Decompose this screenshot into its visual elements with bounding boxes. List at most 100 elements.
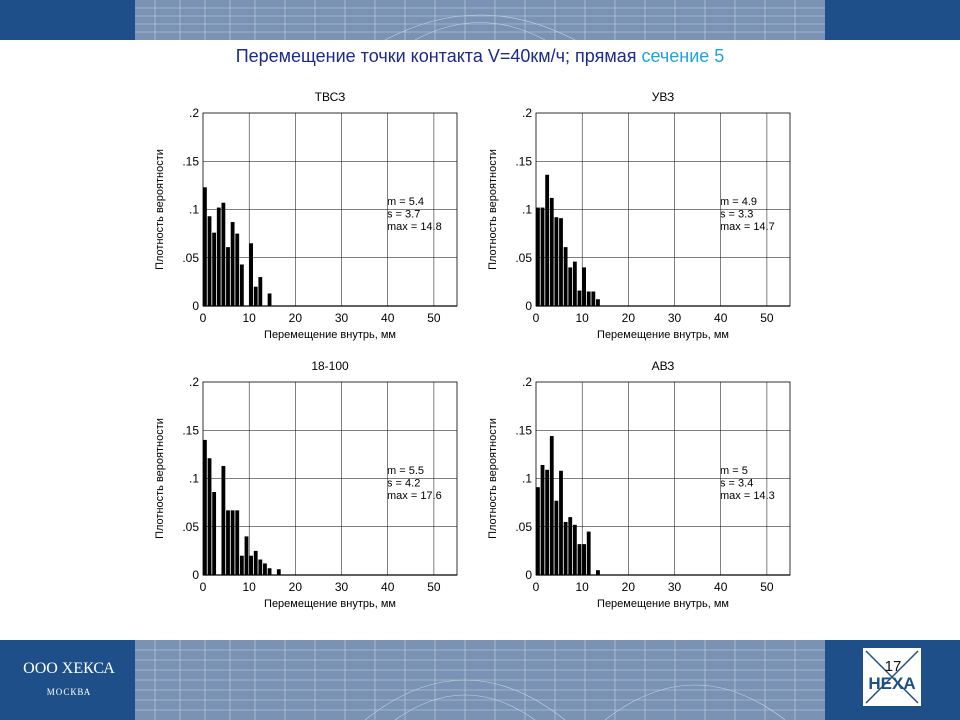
- stats-annotation: max = 14.8: [387, 221, 442, 233]
- stats-annotation: max = 14.7: [720, 221, 775, 233]
- x-tick-label: 20: [622, 580, 636, 594]
- y-tick-label: 0: [192, 299, 199, 313]
- histogram-bar: [549, 436, 554, 575]
- x-tick-label: 0: [533, 580, 540, 594]
- y-tick-label: .15: [182, 154, 199, 168]
- histogram-bar: [577, 544, 582, 575]
- company-name: ООО ХЕКСА: [23, 660, 115, 677]
- histogram-bar: [249, 555, 253, 575]
- histogram-bar: [568, 517, 573, 575]
- histogram-bar: [235, 233, 240, 306]
- y-tick-label: .1: [522, 472, 532, 486]
- histogram-bar: [586, 291, 591, 306]
- stats-annotation: m = 5: [720, 465, 748, 477]
- histogram-bar: [212, 492, 217, 575]
- chart-panel-4: 0 10 20 30 40 50 0 .05 .1 .15 .2 АВЗ Перемещение вну…: [487, 359, 791, 610]
- histogram-bar: [540, 464, 545, 575]
- histogram-bar: [230, 510, 235, 575]
- x-tick-label: 40: [381, 580, 395, 594]
- x-tick-label: 0: [533, 311, 540, 325]
- x-axis-label: Перемещение внутрь, мм: [597, 598, 729, 610]
- x-tick-label: 20: [289, 311, 303, 325]
- x-tick-label: 0: [200, 311, 207, 325]
- histogram-bar: [563, 521, 568, 575]
- histogram-bar: [572, 261, 577, 306]
- histogram-bar: [207, 458, 212, 575]
- x-tick-label: 30: [668, 311, 682, 325]
- histogram-bar: [216, 207, 221, 306]
- x-tick-label: 30: [335, 311, 349, 325]
- mesh-decoration: [135, 0, 825, 40]
- x-tick-label: 30: [668, 580, 682, 594]
- histogram-bar: [258, 559, 263, 575]
- chart-title: УВЗ: [652, 90, 674, 104]
- stats-annotation: m = 5.4: [387, 196, 424, 208]
- stats-annotation: m = 4.9: [720, 196, 757, 208]
- chart-title: ТВСЗ: [315, 90, 346, 104]
- histogram-bar: [596, 570, 600, 575]
- histogram-bar: [258, 277, 263, 306]
- histogram-bar: [572, 524, 577, 575]
- histogram-bar: [582, 544, 586, 575]
- x-tick-label: 40: [714, 311, 728, 325]
- histogram-bar: [221, 465, 226, 575]
- x-axis-label: Перемещение внутрь, мм: [264, 598, 396, 610]
- chart-title: АВЗ: [652, 359, 675, 373]
- histogram-bar: [536, 207, 540, 306]
- company-block: ООО ХЕКСА МОСКВА: [14, 660, 124, 697]
- company-city: МОСКВА: [46, 687, 92, 697]
- histogram-bar: [244, 536, 249, 575]
- histogram-bar: [586, 531, 591, 575]
- hexa-logo: HEXA: [862, 647, 922, 707]
- x-tick-label: 20: [289, 580, 303, 594]
- y-tick-label: .05: [182, 520, 199, 534]
- x-tick-label: 0: [200, 580, 207, 594]
- y-tick-label: .05: [515, 251, 532, 265]
- histogram-bar: [226, 510, 230, 575]
- x-tick-label: 10: [576, 311, 590, 325]
- histogram-bar: [203, 187, 207, 306]
- y-tick-label: .1: [189, 472, 199, 486]
- x-axis-label: Перемещение внутрь, мм: [264, 329, 396, 341]
- y-tick-label: .15: [515, 154, 532, 168]
- x-tick-label: 10: [576, 580, 590, 594]
- y-tick-label: .2: [189, 375, 199, 389]
- footer-band: [0, 640, 960, 720]
- y-tick-label: .2: [522, 106, 532, 120]
- histogram-bar: [540, 207, 545, 306]
- y-tick-label: .05: [515, 520, 532, 534]
- histogram-bar: [549, 197, 554, 306]
- y-tick-label: .2: [189, 106, 199, 120]
- histogram-bar: [263, 563, 267, 575]
- histogram-bar: [226, 247, 230, 306]
- stats-annotation: s = 4.2: [387, 478, 420, 490]
- header-band: [0, 0, 960, 40]
- chart-panel-1: 0 10 20 30 40 50 0 .05 .1 .15 .2 ТВСЗ Перемещение вн…: [154, 90, 458, 341]
- x-tick-label: 10: [243, 580, 257, 594]
- histogram-bar: [563, 247, 568, 306]
- histogram-bar: [554, 217, 559, 306]
- y-tick-label: .2: [522, 375, 532, 389]
- x-tick-label: 20: [622, 311, 636, 325]
- histogram-bar: [235, 510, 240, 575]
- histogram-bar: [545, 174, 550, 306]
- histogram-bar: [559, 218, 563, 306]
- histogram-bar: [253, 286, 258, 306]
- stats-annotation: max = 14.3: [720, 490, 775, 502]
- y-tick-label: .15: [515, 423, 532, 437]
- histogram-bar: [221, 202, 226, 306]
- histogram-bar: [554, 500, 559, 575]
- x-tick-label: 10: [243, 311, 257, 325]
- histogram-bar: [536, 487, 540, 575]
- y-tick-label: .1: [189, 203, 199, 217]
- chart-panel-3: 0 10 20 30 40 50 0 .05 .1 .15 .2 18-100 Перемещение …: [154, 359, 458, 610]
- chart-panel-2: 0 10 20 30 40 50 0 .05 .1 .15 .2 УВЗ Перемещение вну…: [487, 90, 791, 341]
- histogram-bar: [203, 439, 207, 575]
- charts-canvas: 0 10 20 30 40 50 0 .05 .1 .15 .2 ТВСЗ Перемещение вн…: [154, 90, 791, 610]
- histogram-bar: [582, 267, 586, 306]
- histogram-bar: [591, 291, 596, 306]
- histogram-bar: [239, 264, 244, 306]
- x-tick-label: 40: [714, 580, 728, 594]
- histogram-bar: [596, 299, 600, 306]
- y-axis-label: Плотность вероятности: [487, 418, 499, 539]
